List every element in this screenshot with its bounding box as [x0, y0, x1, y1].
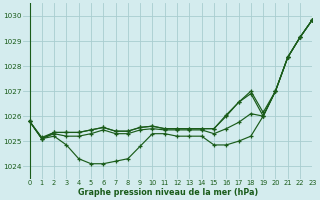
X-axis label: Graphe pression niveau de la mer (hPa): Graphe pression niveau de la mer (hPa)	[78, 188, 258, 197]
